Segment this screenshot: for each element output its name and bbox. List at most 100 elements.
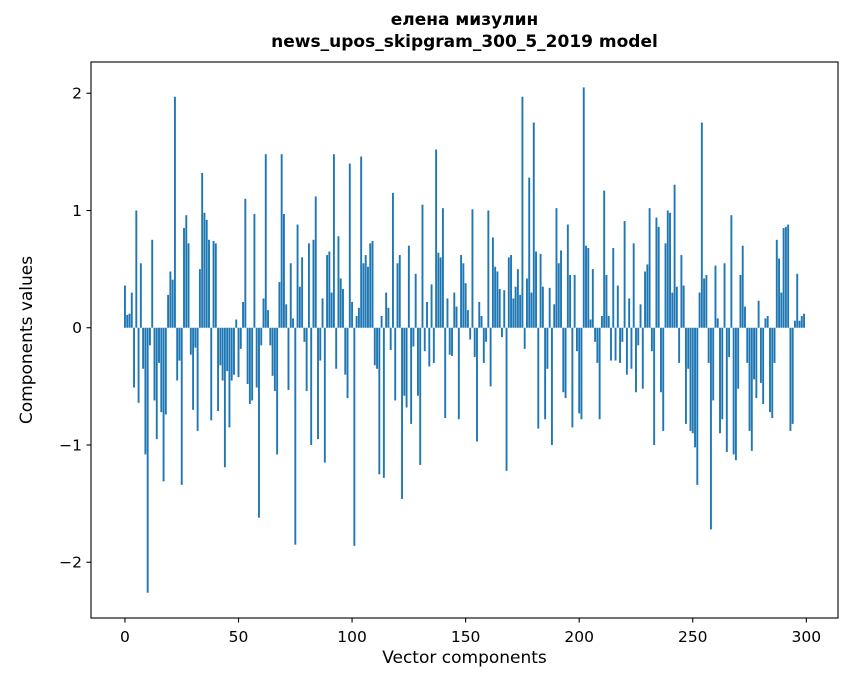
- bar-component-228: [641, 327, 644, 389]
- bar-component-109: [371, 240, 374, 328]
- bar-component-54: [246, 327, 249, 385]
- bar-component-50: [237, 327, 240, 377]
- bar-component-255: [703, 278, 706, 328]
- bar-component-296: [796, 273, 799, 328]
- bar-component-116: [387, 307, 390, 328]
- bar-component-215: [612, 248, 615, 328]
- y-tick-label--2: −2: [59, 554, 82, 572]
- bar-component-154: [473, 327, 476, 358]
- bar-component-97: [344, 327, 347, 375]
- bar-component-76: [296, 224, 299, 328]
- bar-component-235: [657, 226, 660, 328]
- bar-component-119: [394, 327, 397, 401]
- bar-component-95: [339, 278, 342, 328]
- bar-component-133: [426, 301, 428, 328]
- bar-component-209: [598, 327, 601, 420]
- bar-component-266: [728, 327, 731, 358]
- bar-component-299: [803, 313, 805, 328]
- bar-component-252: [696, 327, 699, 485]
- bar-component-170: [510, 255, 513, 328]
- bar-component-1: [126, 314, 129, 328]
- bar-component-18: [164, 327, 167, 415]
- bar-component-41: [217, 327, 220, 411]
- bar-component-90: [328, 251, 331, 328]
- bar-component-29: [189, 327, 192, 355]
- bar-component-166: [501, 327, 503, 338]
- bar-component-242: [673, 184, 676, 328]
- bar-component-236: [660, 327, 662, 393]
- bar-component-238: [664, 243, 667, 328]
- bar-component-55: [248, 327, 251, 404]
- bar-component-84: [314, 196, 317, 328]
- bar-component-134: [428, 327, 431, 367]
- bar-component-245: [680, 255, 683, 328]
- y-tick-label--1: −1: [59, 436, 82, 454]
- bar-component-250: [691, 327, 694, 434]
- bar-component-114: [382, 327, 385, 478]
- bar-component-110: [373, 327, 376, 366]
- bar-component-17: [162, 327, 165, 482]
- bar-component-7: [139, 263, 142, 328]
- bar-component-107: [367, 266, 369, 328]
- bar-component-11: [148, 327, 151, 346]
- bar-component-224: [632, 243, 635, 328]
- bar-component-174: [519, 294, 522, 328]
- bar-component-158: [482, 327, 485, 363]
- bar-component-66: [273, 327, 276, 392]
- bar-component-43: [221, 327, 224, 381]
- bar-component-162: [491, 237, 494, 328]
- bar-component-211: [603, 190, 606, 328]
- bar-component-37: [208, 239, 210, 328]
- bar-component-264: [723, 263, 726, 328]
- bar-component-254: [700, 122, 703, 328]
- x-tick-label-300: 300: [792, 628, 822, 646]
- bar-component-59: [258, 327, 260, 518]
- bar-component-100: [351, 301, 354, 328]
- bar-component-265: [725, 327, 728, 453]
- bar-component-159: [485, 327, 488, 342]
- bar-component-186: [546, 327, 549, 369]
- bar-component-150: [464, 283, 467, 328]
- bar-component-53: [244, 198, 247, 328]
- bar-component-124: [405, 327, 408, 408]
- bar-component-140: [441, 208, 444, 328]
- bar-component-175: [521, 96, 524, 328]
- bar-component-0: [124, 285, 126, 328]
- bar-component-196: [569, 274, 572, 328]
- bar-component-12: [151, 239, 154, 328]
- bar-component-233: [653, 327, 656, 445]
- x-tick-label-50: 50: [229, 628, 249, 646]
- bar-component-171: [512, 298, 515, 328]
- bar-component-115: [385, 292, 388, 328]
- bar-component-40: [214, 243, 217, 328]
- bar-component-190: [555, 208, 558, 328]
- bar-component-99: [348, 163, 351, 328]
- bar-component-284: [769, 327, 771, 413]
- bar-component-121: [398, 255, 401, 328]
- bar-component-259: [712, 327, 715, 401]
- bar-component-221: [625, 327, 628, 375]
- bar-component-155: [476, 327, 478, 442]
- bar-component-57: [253, 214, 256, 328]
- bar-component-168: [505, 327, 508, 471]
- bar-component-10: [146, 327, 149, 593]
- bar-component-282: [764, 318, 767, 328]
- x-axis-label: Vector components: [382, 648, 547, 668]
- bar-component-106: [364, 255, 367, 328]
- bar-component-137: [435, 149, 438, 328]
- bar-component-88: [323, 327, 326, 463]
- bar-component-195: [566, 224, 569, 328]
- bar-component-75: [294, 327, 297, 545]
- bar-component-193: [562, 327, 565, 393]
- bar-component-141: [444, 327, 447, 419]
- bar-component-16: [160, 327, 163, 413]
- bar-component-164: [496, 271, 499, 328]
- bar-component-93: [335, 327, 338, 369]
- bar-component-253: [698, 292, 701, 328]
- chart-title: елена мизулин news_upos_skipgram_300_5_2…: [91, 9, 838, 53]
- bar-component-227: [639, 304, 642, 328]
- bar-component-148: [460, 255, 463, 328]
- bar-component-6: [137, 327, 140, 403]
- bar-component-269: [734, 327, 737, 461]
- bar-component-277: [753, 327, 756, 380]
